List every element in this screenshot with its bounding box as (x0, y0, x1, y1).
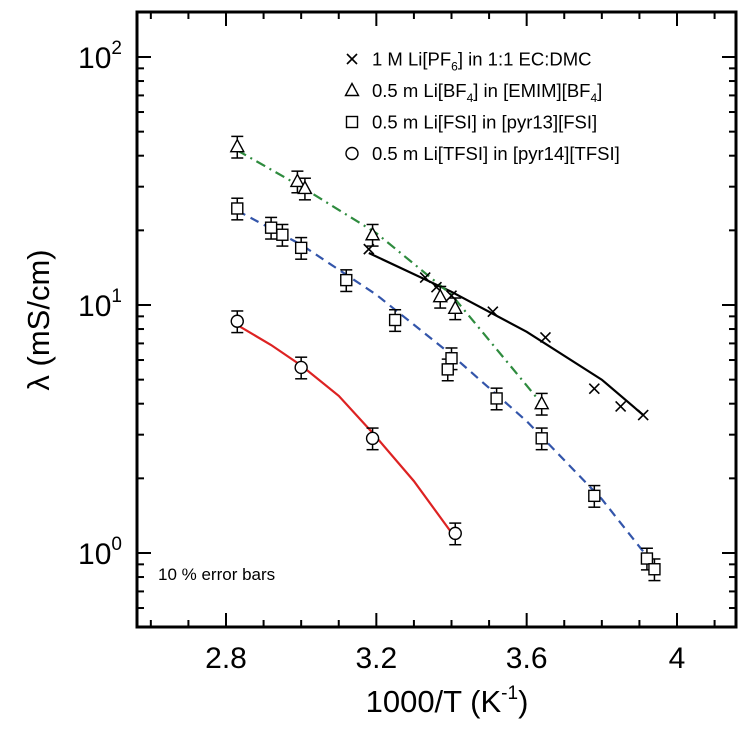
data-point-series-3 (264, 221, 278, 234)
data-point-series-3 (490, 392, 503, 405)
data-point-series-4 (230, 314, 244, 328)
cross-stroke (445, 290, 458, 302)
legend-marker-series-3 (345, 115, 359, 129)
data-point-series-2 (297, 180, 313, 195)
fit-line-series-4 (236, 324, 457, 539)
data-point-series-3 (535, 432, 548, 445)
data-markers (229, 138, 661, 576)
cross-stroke (363, 243, 375, 255)
minor-ticks (137, 12, 736, 627)
legend-marker-series-1 (346, 53, 358, 65)
data-point-series-1 (445, 290, 458, 302)
cross-stroke (419, 272, 431, 284)
data-point-series-4 (448, 526, 462, 541)
fit-line-series-3 (236, 209, 660, 572)
data-point-series-2 (432, 288, 448, 303)
data-point-series-2 (534, 395, 550, 410)
data-point-series-3 (640, 552, 654, 565)
cross-stroke (539, 331, 552, 343)
data-point-series-2 (289, 172, 306, 188)
data-point-series-1 (363, 243, 375, 255)
data-point-series-1 (615, 400, 627, 412)
data-point-series-3 (340, 273, 353, 287)
cross-stroke (588, 383, 600, 395)
y-axis-label: λ (mS/cm) (21, 249, 56, 390)
legend-label-series-4: 0.5 m Li[TFSI] in [pyr14][TFSI] (372, 143, 620, 164)
error-bars (231, 135, 661, 582)
x-tick-label: 3.2 (355, 642, 397, 675)
data-point-series-3 (588, 489, 601, 503)
data-point-series-3 (294, 241, 308, 255)
x-axis-label: 1000/T (K-1) (366, 683, 529, 719)
legend-label-series-3: 0.5 m Li[FSI] in [pyr13][FSI] (372, 112, 597, 133)
legend-marker-series-2 (344, 82, 360, 97)
error-bar-note: 10 % error bars (158, 565, 275, 584)
data-point-series-2 (447, 299, 463, 314)
data-point-series-1 (637, 409, 649, 421)
data-point-series-1 (539, 331, 552, 343)
data-point-series-3 (648, 563, 661, 576)
legend-label-series-1: 1 M Li[PF6] in 1:1 EC:DMC (372, 49, 592, 74)
major-ticks (137, 12, 736, 627)
cross-stroke (430, 281, 443, 293)
fit-line-series-1 (368, 252, 644, 416)
legend-marker-series-4 (345, 146, 359, 161)
x-tick-label: 2.8 (205, 642, 247, 675)
y-tick-label: 102 (78, 38, 122, 75)
x-tick-label: 4 (669, 642, 686, 675)
y-tick-label: 100 (78, 534, 122, 571)
x-tick-labels: 2.8 3.2 3.6 4 (205, 642, 685, 675)
legend-label-series-2: 0.5 m Li[BF4] in [EMIM][BF4] (372, 80, 602, 105)
y-tick-labels: 100 101 102 (78, 38, 122, 571)
cross-stroke (346, 53, 358, 65)
data-point-series-1 (419, 272, 431, 284)
cross-stroke (487, 306, 499, 318)
data-point-series-1 (588, 383, 600, 395)
data-point-series-2 (364, 226, 381, 241)
data-point-series-4 (365, 431, 380, 446)
data-point-series-1 (487, 306, 499, 318)
plot-frame (135, 10, 738, 629)
cross-stroke (637, 409, 649, 421)
data-point-series-4 (294, 360, 308, 375)
data-point-series-3 (441, 363, 454, 376)
data-point-series-3 (231, 202, 244, 215)
y-tick-label: 101 (78, 286, 122, 323)
data-point-series-3 (445, 352, 458, 365)
cross-stroke (615, 400, 627, 412)
legend: 1 M Li[PF6] in 1:1 EC:DMC 0.5 m Li[BF4] i… (344, 49, 620, 164)
fit-line-series-2 (236, 149, 543, 405)
data-point-series-3 (388, 313, 402, 327)
data-point-series-3 (276, 228, 289, 241)
x-tick-label: 3.6 (506, 642, 548, 675)
data-point-series-2 (229, 138, 245, 153)
